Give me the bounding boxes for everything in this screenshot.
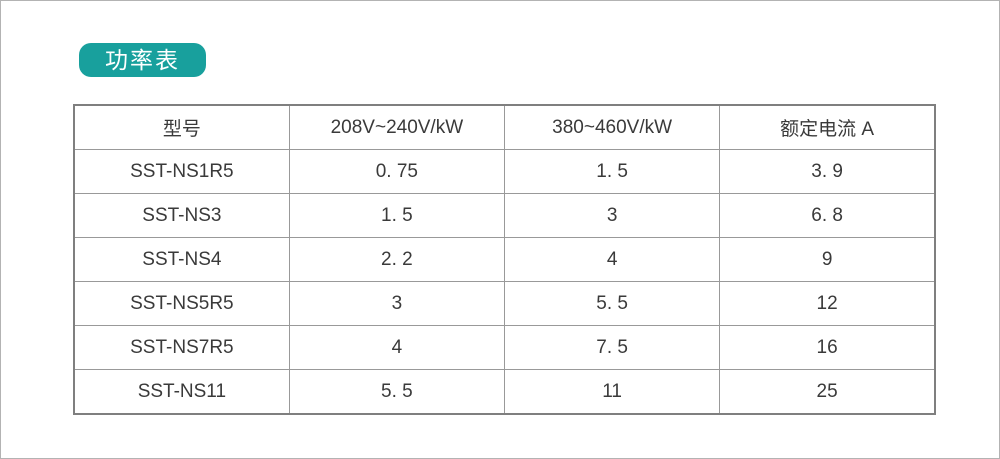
cell-rated-current: 25 <box>719 369 936 415</box>
cell-power-380-460: 11 <box>503 369 721 415</box>
table-row: SST-NS4 2. 2 4 9 <box>73 237 936 282</box>
cell-power-380-460: 3 <box>503 193 721 238</box>
cell-power-380-460: 1. 5 <box>503 149 721 194</box>
col-header-208v-240v-kw: 208V~240V/kW <box>288 104 506 150</box>
table-body: SST-NS1R5 0. 75 1. 5 3. 9 SST-NS3 1. 5 3… <box>73 149 936 415</box>
table-row: SST-NS7R5 4 7. 5 16 <box>73 325 936 370</box>
cell-power-208-240: 0. 75 <box>288 149 506 194</box>
cell-rated-current: 3. 9 <box>719 149 936 194</box>
cell-power-380-460: 7. 5 <box>503 325 721 370</box>
cell-rated-current: 12 <box>719 281 936 326</box>
cell-power-208-240: 3 <box>288 281 506 326</box>
power-rating-table: 型号 208V~240V/kW 380~460V/kW 额定电流 A SST-N… <box>73 104 936 415</box>
table-row: SST-NS1R5 0. 75 1. 5 3. 9 <box>73 149 936 194</box>
cell-rated-current: 9 <box>719 237 936 282</box>
cell-power-380-460: 5. 5 <box>503 281 721 326</box>
title-badge-label: 功率表 <box>105 46 180 73</box>
cell-model: SST-NS11 <box>73 369 290 415</box>
col-header-model: 型号 <box>73 104 290 150</box>
cell-model: SST-NS4 <box>73 237 290 282</box>
header-row: 型号 208V~240V/kW 380~460V/kW 额定电流 A <box>73 104 936 150</box>
cell-power-380-460: 4 <box>503 237 721 282</box>
table-row: SST-NS11 5. 5 11 25 <box>73 369 936 415</box>
title-badge: 功率表 <box>79 43 206 77</box>
cell-model: SST-NS7R5 <box>73 325 290 370</box>
col-header-380-460v-kw: 380~460V/kW <box>503 104 721 150</box>
cell-power-208-240: 2. 2 <box>288 237 506 282</box>
cell-power-208-240: 5. 5 <box>288 369 506 415</box>
table-header: 型号 208V~240V/kW 380~460V/kW 额定电流 A <box>73 104 936 150</box>
cell-power-208-240: 1. 5 <box>288 193 506 238</box>
col-header-rated-current: 额定电流 A <box>719 104 936 150</box>
table-row: SST-NS5R5 3 5. 5 12 <box>73 281 936 326</box>
cell-model: SST-NS5R5 <box>73 281 290 326</box>
table-row: SST-NS3 1. 5 3 6. 8 <box>73 193 936 238</box>
cell-model: SST-NS3 <box>73 193 290 238</box>
cell-power-208-240: 4 <box>288 325 506 370</box>
cell-rated-current: 16 <box>719 325 936 370</box>
cell-model: SST-NS1R5 <box>73 149 290 194</box>
cell-rated-current: 6. 8 <box>719 193 936 238</box>
